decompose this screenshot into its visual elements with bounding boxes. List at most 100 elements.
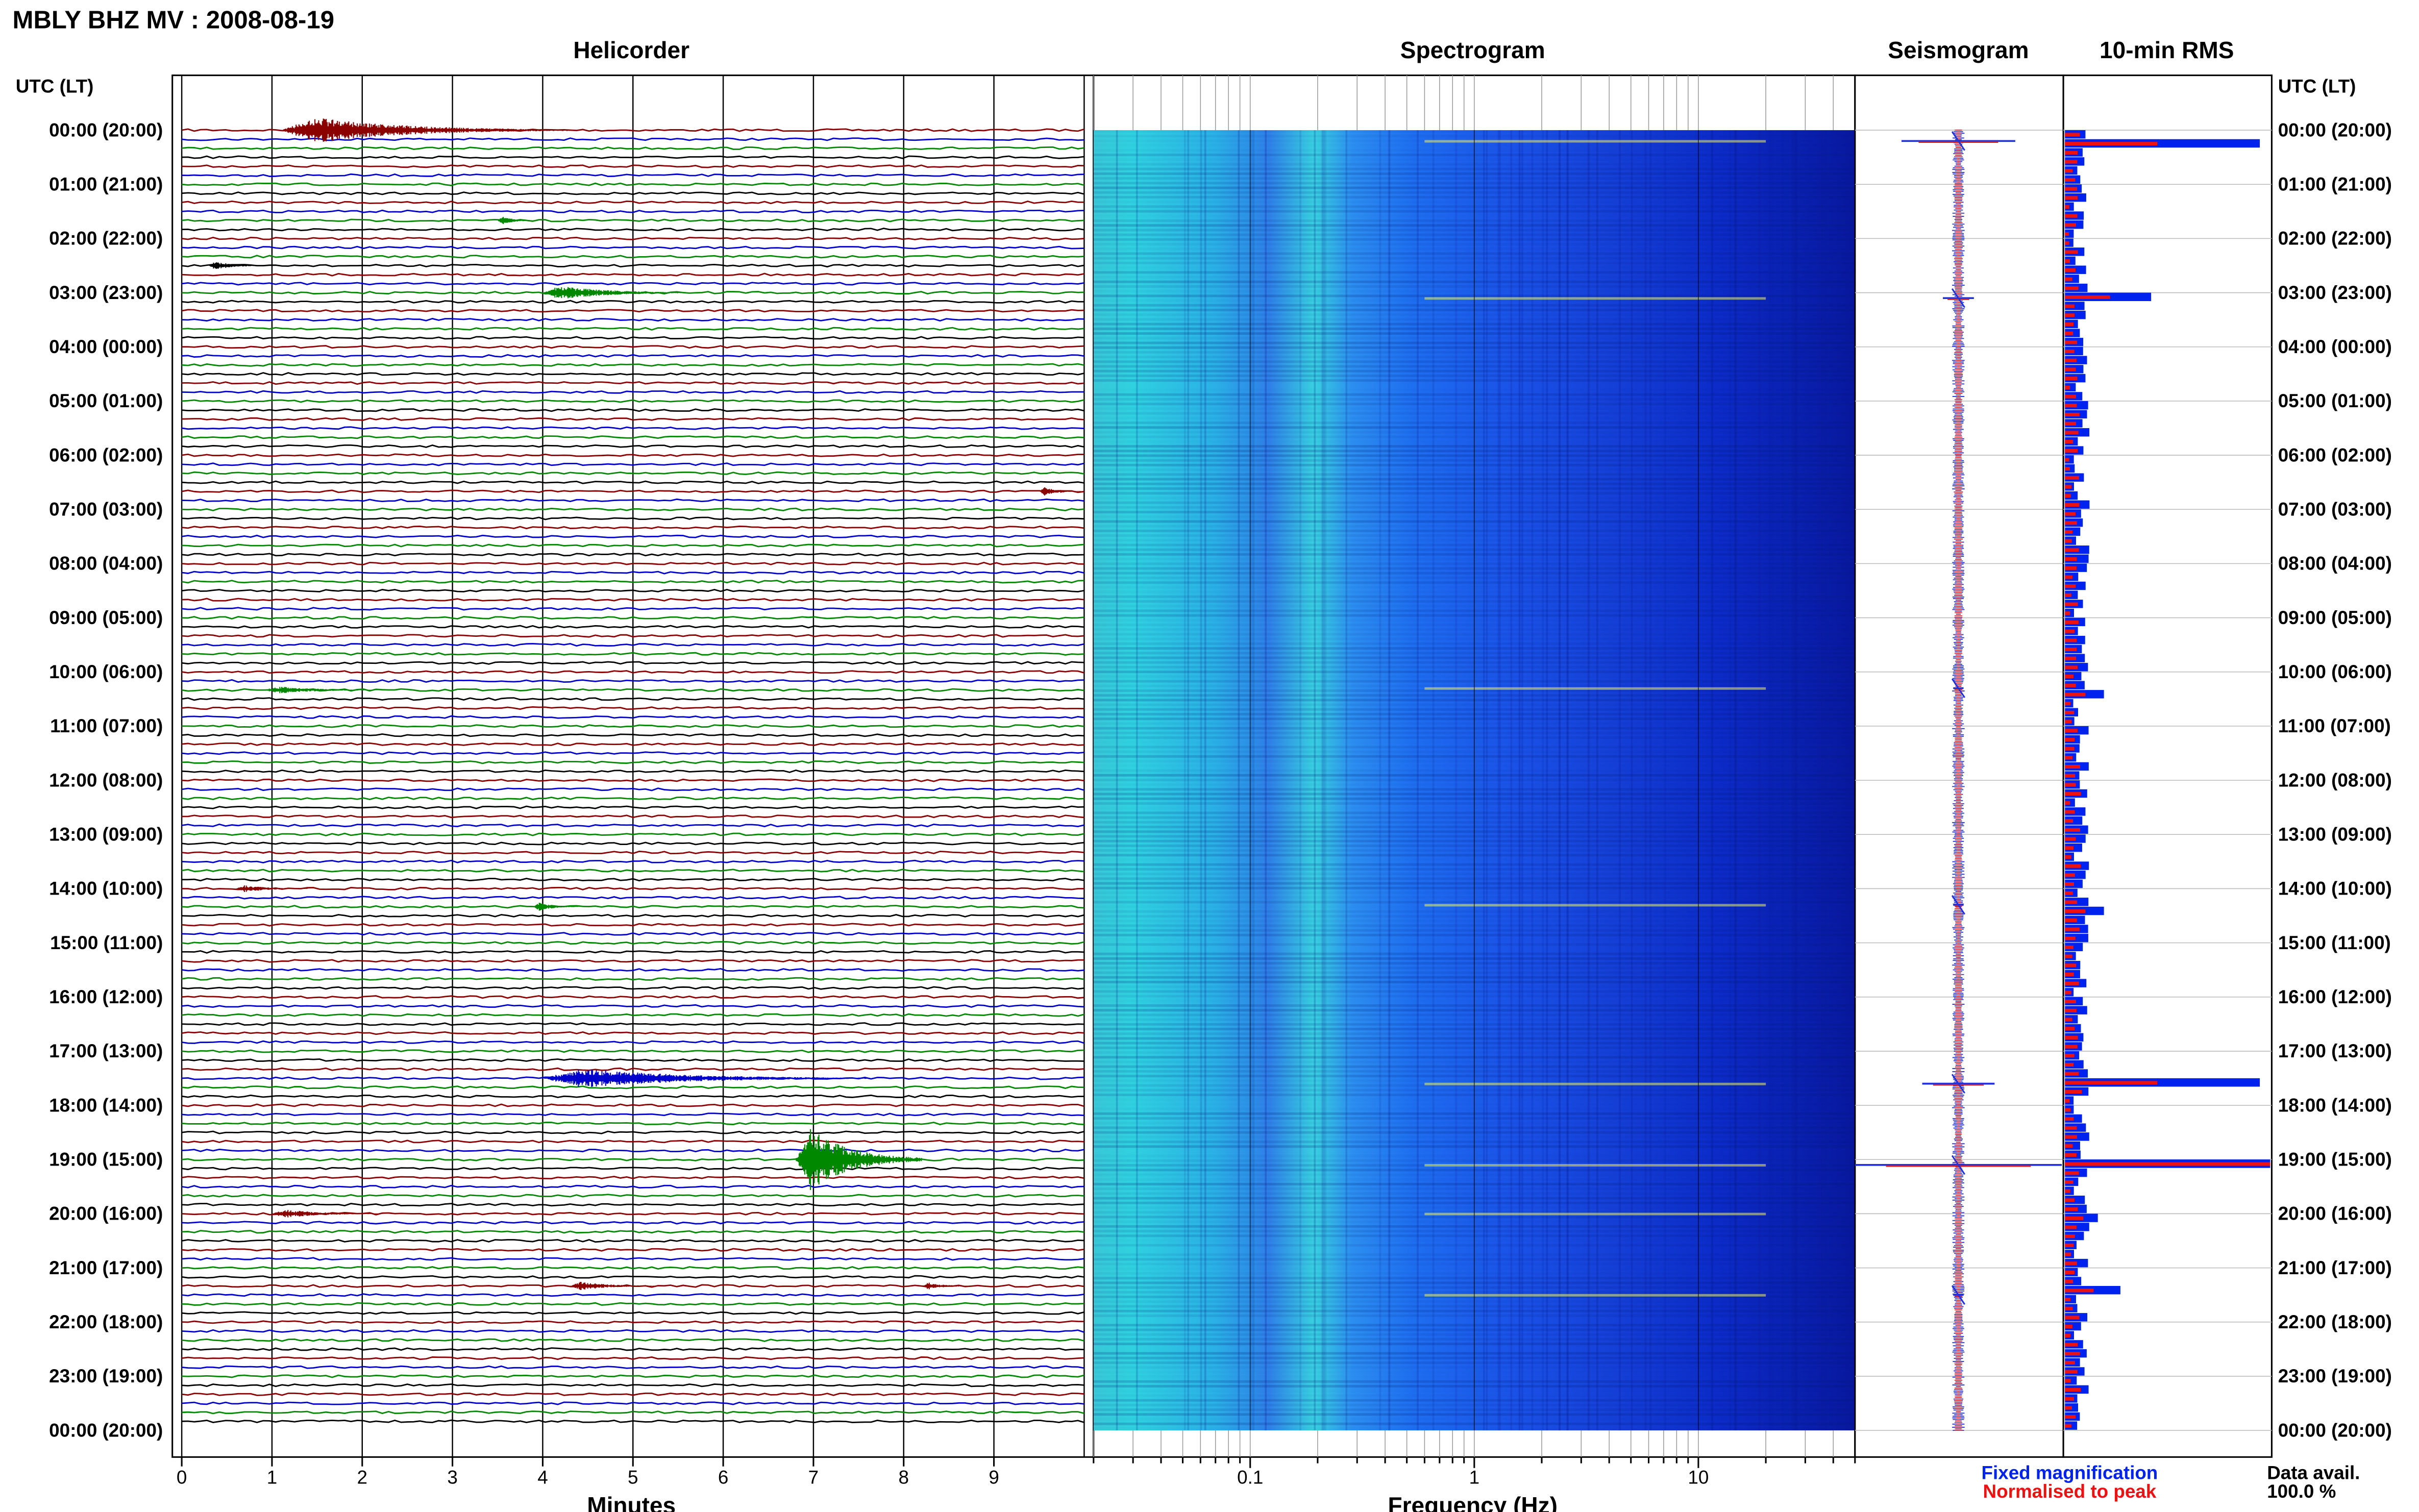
spectrogram-column	[1711, 130, 1713, 1431]
hour-label-right: 13:00 (09:00)	[2278, 824, 2392, 845]
rms-bar-normalised	[2065, 756, 2072, 760]
helicorder-trace-line	[182, 164, 1084, 168]
spectrogram-column	[1499, 130, 1501, 1431]
legend-normalised: Normalised to peak	[1983, 1481, 2157, 1502]
helicorder-trace-line	[182, 760, 1084, 764]
helicorder-trace-line	[181, 1103, 1084, 1107]
data-avail-label: Data avail.	[2267, 1462, 2360, 1483]
helicorder-event	[796, 1129, 922, 1190]
helicorder-trace-line	[181, 182, 1084, 186]
helicorder-title: Helicorder	[573, 37, 689, 63]
helicorder-trace-line	[181, 1293, 1084, 1297]
helicorder-x-tick-label: 1	[267, 1467, 277, 1488]
helicorder-trace-line	[181, 706, 1084, 710]
helicorder-trace-line	[181, 869, 1084, 873]
helicorder-grid	[181, 75, 1085, 1457]
helicorder-trace-line	[181, 941, 1084, 945]
spectrogram-xlabel: Frequency (Hz)	[1388, 1492, 1558, 1512]
rms-bar-normalised	[2065, 774, 2076, 778]
spectrogram-column	[1711, 130, 1714, 1431]
hour-label-left: 10:00 (06:00)	[49, 661, 163, 682]
hour-label-left: 08:00 (04:00)	[49, 553, 163, 574]
rms-bar-normalised	[2065, 485, 2072, 489]
hour-label-right: 10:00 (06:00)	[2278, 661, 2392, 682]
helicorder-x-tick-label: 7	[808, 1467, 819, 1488]
rms-bar-normalised	[2065, 891, 2073, 895]
seismogram-panel	[1854, 75, 2064, 1458]
hour-label-right: 09:00 (05:00)	[2278, 607, 2392, 628]
rms-bar-normalised	[2065, 710, 2075, 714]
helicorder-trace-line	[181, 607, 1084, 611]
rms-bar-normalised	[2065, 1270, 2075, 1275]
helicorder-trace-line	[182, 679, 1084, 683]
helicorder-trace-line	[182, 498, 1084, 503]
rms-bar-normalised	[2065, 683, 2076, 687]
spectrogram-column	[1824, 130, 1826, 1431]
spectrogram-column	[1486, 130, 1488, 1431]
rms-bar-normalised	[2065, 1333, 2070, 1337]
rms-bar-normalised	[2065, 1027, 2075, 1031]
seismogram-spike-burst	[1951, 1074, 1965, 1094]
hour-label-left: 05:00 (01:00)	[49, 390, 163, 411]
helicorder-trace-line	[182, 480, 1084, 484]
helicorder-trace-line	[182, 995, 1084, 999]
helicorder-x-tick-label: 8	[899, 1467, 909, 1488]
hour-label-left: 17:00 (13:00)	[49, 1040, 163, 1061]
hour-label-right: 17:00 (13:00)	[2278, 1040, 2392, 1061]
helicorder-trace-line	[181, 1031, 1084, 1035]
hour-label-left: 16:00 (12:00)	[49, 986, 163, 1007]
spectrogram-column	[1758, 130, 1761, 1431]
spectrogram-column	[1588, 130, 1590, 1431]
hour-label-left: 20:00 (16:00)	[49, 1203, 163, 1224]
rms-bar-normalised	[2065, 900, 2078, 904]
hour-label-left: 12:00 (08:00)	[49, 770, 163, 790]
helicorder-trace-line	[181, 137, 1084, 141]
hour-label-left: 11:00 (07:00)	[50, 715, 163, 736]
hour-label-right: 23:00 (19:00)	[2278, 1366, 2392, 1386]
hour-label-right: 07:00 (03:00)	[2278, 499, 2392, 520]
rms-bar-normalised	[2065, 819, 2074, 823]
rms-bar-normalised	[2065, 178, 2076, 182]
helicorder-trace-line	[181, 742, 1084, 746]
helicorder-trace-line	[181, 264, 1084, 268]
rms-bar-normalised	[2065, 1424, 2071, 1428]
rms-bar-normalised	[2065, 1171, 2079, 1175]
rms-bar-normalised	[2065, 503, 2080, 507]
spectrogram-column	[1734, 130, 1736, 1431]
rms-bar-normalised	[2065, 458, 2069, 462]
helicorder-trace-line	[181, 309, 1084, 313]
rms-bar-normalised	[2065, 584, 2076, 588]
rms-bar-normalised	[2065, 521, 2077, 525]
helicorder-event	[263, 687, 390, 693]
hour-label-right: 00:00 (20:00)	[2278, 119, 2392, 140]
spectrogram-x-tick-label: 1	[1469, 1467, 1479, 1488]
hour-label-left: 22:00 (18:00)	[49, 1311, 163, 1332]
rms-bar-normalised	[2065, 557, 2077, 561]
rms-bar-normalised	[2065, 169, 2073, 173]
helicorder-trace-line	[181, 426, 1084, 430]
rms-bar-normalised	[2065, 1008, 2077, 1012]
helicorder-trace-line	[182, 1203, 1084, 1207]
spectrogram-column	[1432, 130, 1435, 1431]
rms-bar-normalised	[2065, 350, 2075, 354]
rms-bar-normalised	[2065, 404, 2077, 408]
rms-bar-normalised	[2065, 412, 2080, 416]
helicorder-trace-line	[181, 1248, 1084, 1252]
legend-fixed: Fixed magnification	[1981, 1462, 2158, 1483]
spectrogram-column	[1631, 130, 1633, 1431]
rms-bar-normalised	[2065, 1379, 2071, 1383]
helicorder-trace-line	[182, 345, 1084, 349]
spectrogram-event-line	[1424, 1294, 1766, 1297]
rms-bar-normalised	[2065, 1108, 2071, 1112]
helicorder-trace-line	[181, 733, 1084, 737]
spectrogram-column	[1200, 130, 1202, 1431]
helicorder-x-tick-label: 2	[357, 1467, 367, 1488]
spectrogram-event-line	[1424, 297, 1766, 300]
hour-label-right: 02:00 (22:00)	[2278, 228, 2392, 249]
hour-label-right: 20:00 (16:00)	[2278, 1203, 2392, 1224]
hour-label-right: 15:00 (11:00)	[2278, 932, 2391, 953]
helicorder-trace-line	[182, 724, 1084, 728]
helicorder-trace-line	[182, 634, 1084, 638]
spectrogram-event-line	[1424, 687, 1766, 690]
rms-bar-normalised	[2065, 539, 2072, 543]
